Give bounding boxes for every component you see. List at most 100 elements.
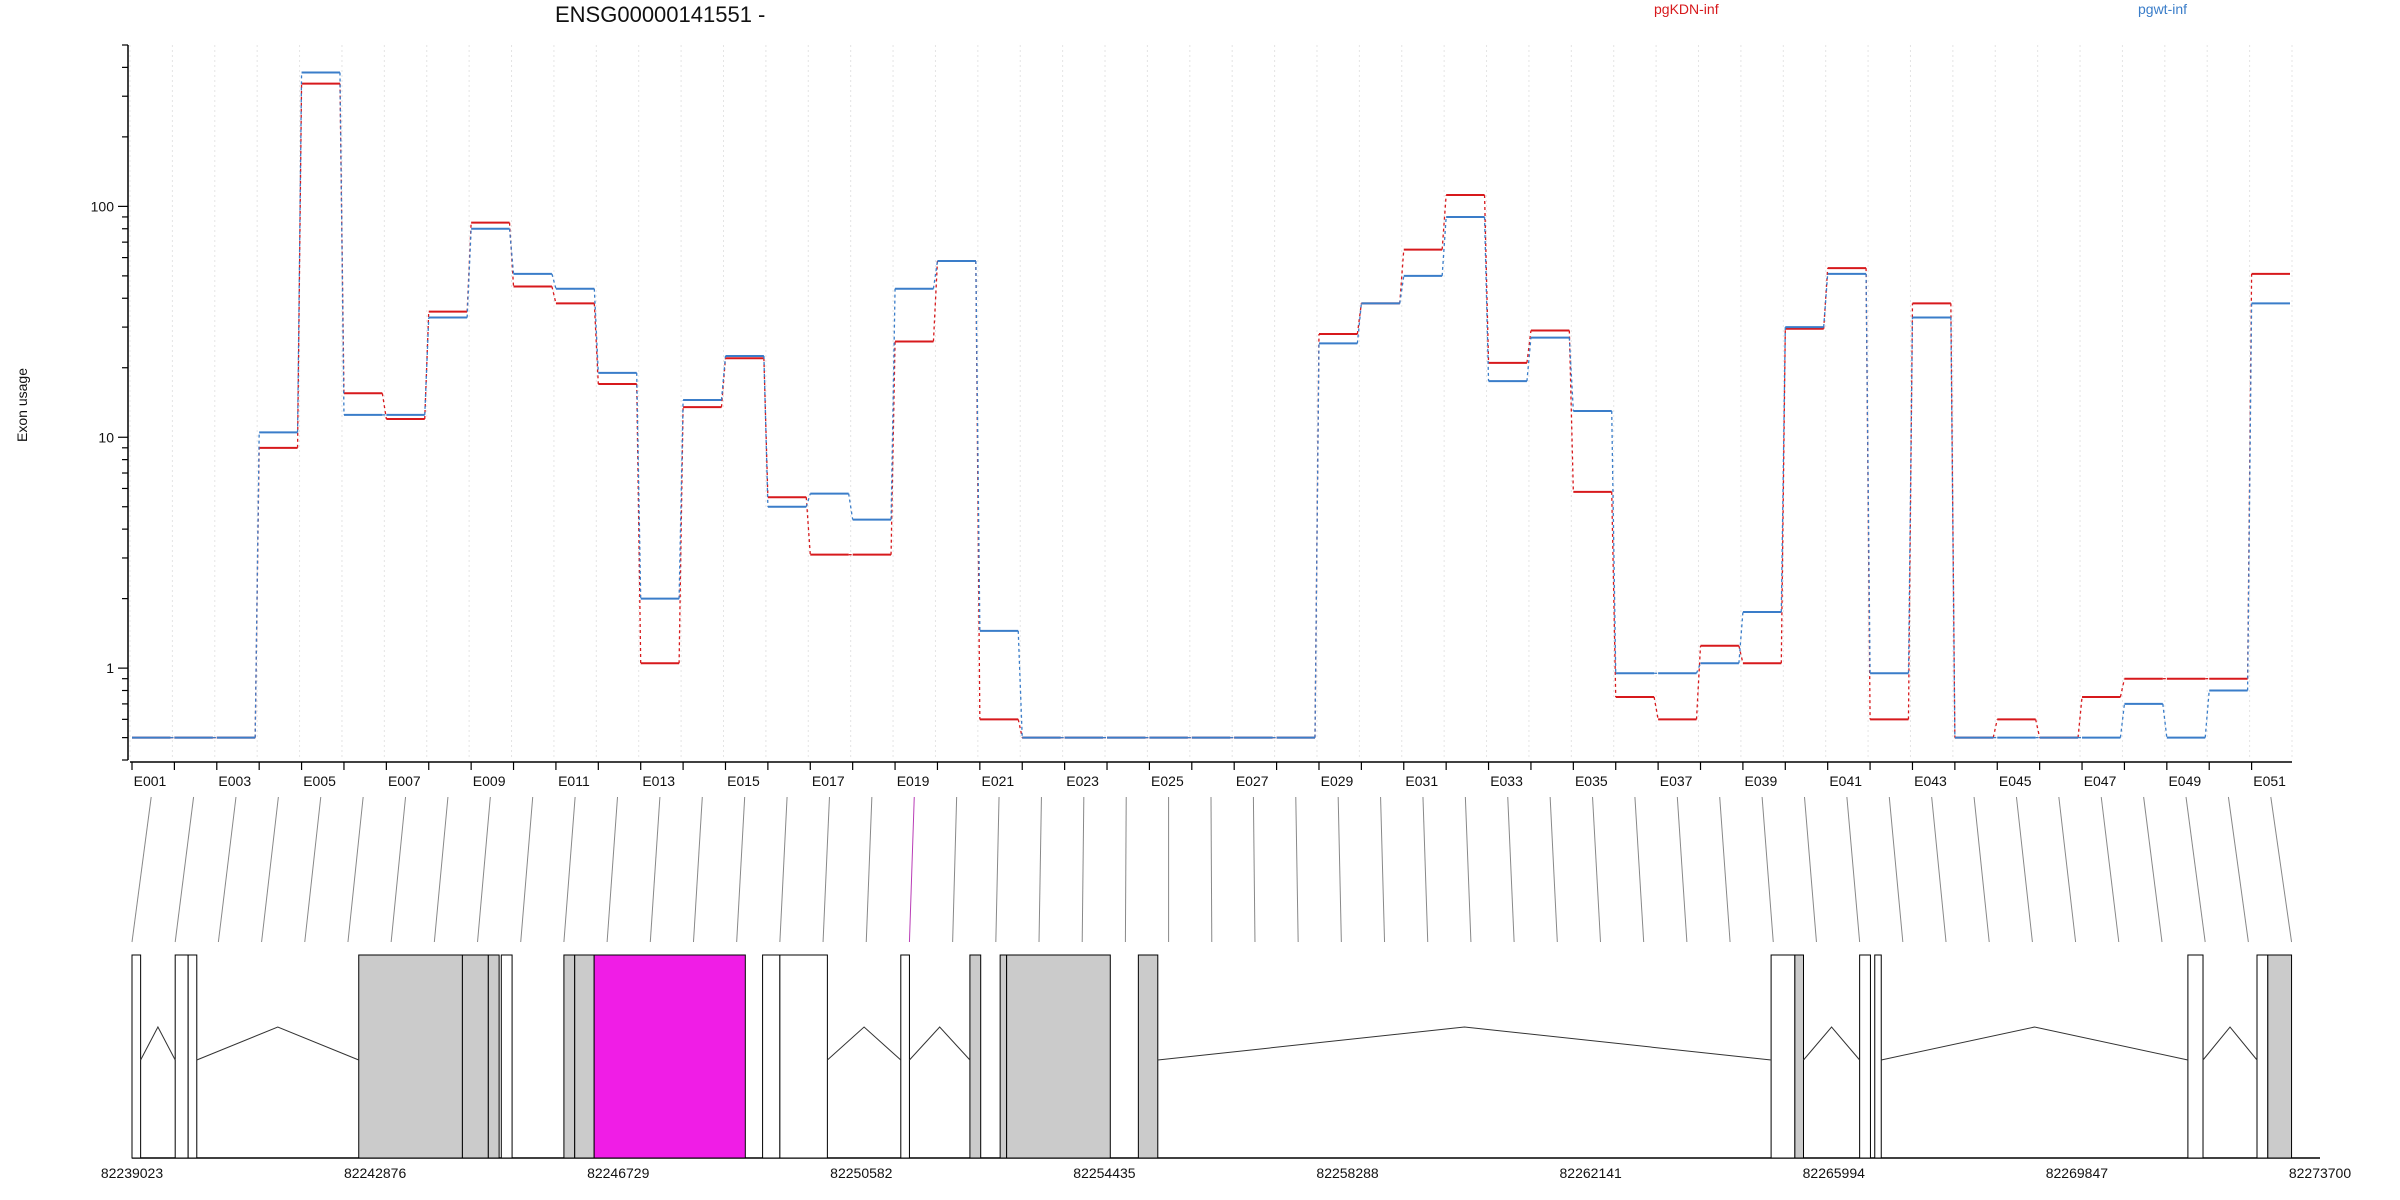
exon-box: [174, 954, 189, 1159]
exon-connector: [174, 796, 195, 943]
exon-box: [969, 954, 982, 1159]
series-connector: [593, 303, 599, 385]
series-connector: [1695, 645, 1702, 720]
exon-connector: [779, 796, 788, 943]
exon-connector: [1549, 796, 1558, 943]
exon-box: [999, 954, 1008, 1159]
series-connector: [720, 355, 727, 401]
series-connector: [636, 372, 642, 599]
series-connector: [593, 288, 599, 373]
exon-connector: [822, 796, 830, 943]
genomic-tick-label: 82250582: [830, 1165, 893, 1181]
exon-connector: [995, 796, 1000, 943]
series-connector: [1568, 330, 1574, 492]
exon-connector: [1888, 796, 1904, 943]
exon-box: [2256, 954, 2269, 1159]
series-connector: [2204, 690, 2210, 738]
exon-box: [1006, 954, 1111, 1159]
series-connector: [1441, 216, 1447, 276]
exon-box: [461, 954, 489, 1159]
exon-connector: [606, 796, 619, 943]
series-connector: [805, 493, 811, 507]
series-connector: [1738, 611, 1744, 664]
exon-connector: [477, 796, 491, 943]
y-tick-label: 100: [91, 198, 115, 214]
exon-connector: [736, 796, 746, 943]
exon-connector: [1210, 796, 1213, 943]
genomic-tick-label: 82242876: [344, 1165, 407, 1181]
series-connector: [975, 260, 981, 631]
intron-line: [2202, 1026, 2258, 1061]
exon-connector: [1507, 796, 1515, 943]
series-connector: [678, 407, 684, 664]
exon-connector: [1931, 796, 1947, 943]
exon-connector: [1252, 796, 1256, 943]
series-connector: [1950, 303, 1956, 738]
x-tick-label: E045: [1999, 773, 2032, 789]
exon-box: [900, 954, 910, 1159]
x-tick-label: E043: [1914, 773, 1947, 789]
series-connector: [763, 355, 769, 507]
x-tick-label: E035: [1575, 773, 1608, 789]
series-connector: [636, 384, 642, 664]
series-connector: [1695, 662, 1702, 674]
series-connector: [2077, 696, 2083, 738]
exon-box: [593, 954, 746, 1159]
series-connector: [508, 228, 515, 274]
series-connector: [848, 493, 854, 520]
x-tick-label: E027: [1236, 773, 1269, 789]
series-connector: [1568, 337, 1574, 411]
x-tick-label: E019: [897, 773, 930, 789]
exon-connector: [1761, 796, 1774, 943]
exon-connector: [2270, 796, 2293, 943]
intron-line: [1881, 1026, 2189, 1061]
series-connector: [1823, 273, 1829, 328]
series-connector: [1611, 410, 1617, 674]
x-tick-label: E007: [388, 773, 421, 789]
exon-connector: [908, 796, 915, 943]
exon-connector: [1592, 796, 1601, 943]
x-tick-label: E001: [134, 773, 167, 789]
exon-connector: [520, 796, 534, 943]
exon-box: [779, 954, 828, 1159]
exon-box: [2187, 954, 2204, 1159]
exon-connector: [347, 796, 364, 943]
genomic-tick-label: 82269847: [2046, 1165, 2109, 1181]
exon-connector: [1803, 796, 1817, 943]
series-connector: [932, 260, 939, 289]
series-connector: [763, 358, 769, 498]
series-connector: [1865, 273, 1871, 674]
exon-connector: [1337, 796, 1342, 943]
x-tick-label: E031: [1405, 773, 1438, 789]
series-connector: [254, 432, 260, 738]
genomic-tick-label: 82239023: [101, 1165, 164, 1181]
exon-box: [1874, 954, 1882, 1159]
exon-connector: [692, 796, 703, 943]
exon-connector: [131, 796, 152, 943]
series-connector: [296, 83, 303, 448]
x-tick-label: E009: [473, 773, 506, 789]
series-lines: [132, 71, 2290, 739]
intron-line: [827, 1026, 902, 1061]
y-tick-label: 1: [106, 660, 114, 676]
x-tick-label: E021: [981, 773, 1014, 789]
series-connector: [1399, 275, 1405, 304]
exon-box: [131, 954, 142, 1159]
exon-connector: [217, 796, 237, 943]
genomic-tick-label: 82258288: [1316, 1165, 1379, 1181]
exon-box: [1794, 954, 1804, 1159]
exon-connector: [261, 796, 279, 943]
series-pgKDN-inf: [132, 82, 2290, 739]
exon-connector: [649, 796, 661, 943]
x-tick-label: E029: [1321, 773, 1354, 789]
genomic-tick-label: 82246729: [587, 1165, 650, 1181]
exon-box: [500, 954, 513, 1159]
genomic-tick-label: 82265994: [1803, 1165, 1866, 1181]
x-tick-label: E047: [2084, 773, 2117, 789]
series-connector: [1780, 328, 1786, 664]
series-connector: [551, 273, 557, 289]
series-connector: [551, 286, 557, 304]
x-tick-label: E017: [812, 773, 845, 789]
intron-line: [1157, 1026, 1772, 1061]
